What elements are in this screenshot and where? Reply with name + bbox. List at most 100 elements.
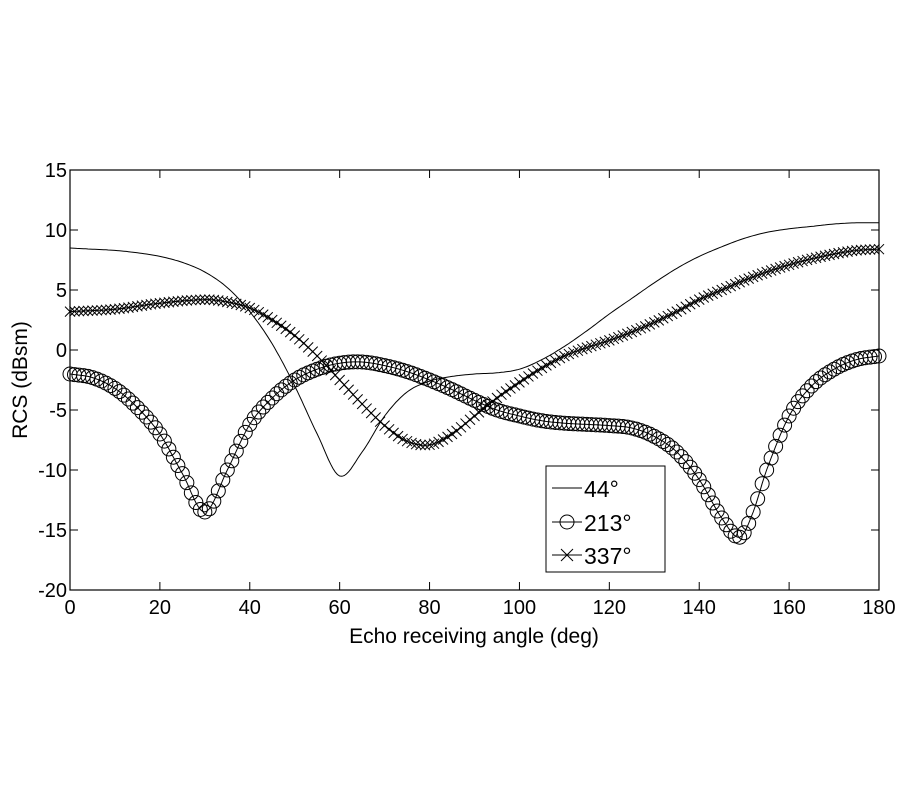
y-tick-label: -20 — [38, 580, 67, 602]
circle-marker — [705, 495, 721, 511]
circle-marker — [120, 391, 136, 407]
circle-marker — [282, 375, 298, 391]
x-marker — [226, 297, 238, 309]
legend: 44° 213° 337° — [545, 465, 666, 573]
circle-marker — [246, 410, 262, 426]
series-213 — [62, 348, 887, 545]
circle-marker — [341, 354, 357, 370]
x-marker — [743, 273, 755, 284]
circle-marker — [691, 472, 707, 488]
x-marker — [401, 435, 413, 447]
x-marker — [154, 297, 166, 309]
x-marker — [141, 299, 152, 311]
series-337 — [64, 243, 885, 451]
circle-marker — [156, 433, 172, 449]
x-marker — [774, 262, 786, 273]
circle-marker — [116, 387, 132, 403]
x-tick-label: 0 — [64, 597, 75, 619]
x-marker — [69, 306, 80, 317]
circle-marker — [817, 367, 833, 383]
circle-marker — [799, 383, 815, 399]
circle-marker — [822, 364, 838, 380]
x-marker — [797, 255, 808, 267]
circle-marker — [206, 493, 222, 509]
circle-marker — [700, 487, 716, 503]
x-marker — [509, 380, 521, 391]
x-marker — [123, 302, 134, 313]
circle-marker — [862, 349, 878, 365]
x-marker — [505, 383, 516, 394]
x-marker — [464, 414, 476, 426]
x-marker — [523, 371, 534, 382]
x-marker — [819, 250, 831, 262]
circle-marker — [251, 404, 267, 420]
x-marker — [419, 439, 431, 451]
circle-marker — [660, 437, 676, 453]
x-marker — [235, 299, 247, 311]
circle-marker — [183, 485, 199, 501]
x-marker — [810, 252, 822, 264]
x-marker — [473, 407, 485, 418]
x-marker — [73, 305, 85, 317]
circle-marker — [111, 384, 127, 400]
x-marker — [275, 320, 287, 332]
axis-ticks: 0 20 40 60 80 100 120 140 160 180 15 10 5 0 -5 -10 -15 -2… — [38, 160, 896, 619]
series-line — [69, 222, 879, 477]
x-tick-label: 140 — [683, 597, 716, 619]
x-tick-label: 100 — [503, 597, 536, 619]
x-marker — [491, 392, 503, 404]
circle-marker — [646, 428, 662, 444]
circle-marker — [201, 501, 217, 517]
circle-marker — [210, 483, 226, 499]
x-marker — [846, 245, 858, 257]
x-marker — [82, 305, 94, 317]
circle-marker — [804, 378, 820, 394]
circle-marker — [161, 441, 177, 457]
circle-marker — [197, 504, 213, 520]
x-marker — [855, 244, 867, 256]
circle-marker — [215, 472, 231, 488]
x-marker — [212, 295, 224, 306]
y-tick-label: 0 — [56, 340, 67, 362]
x-marker — [783, 259, 795, 271]
plot-area — [62, 222, 887, 545]
x-marker — [410, 438, 422, 450]
series-line — [69, 355, 880, 538]
y-tick-label: -10 — [38, 460, 67, 482]
circle-marker — [678, 454, 694, 470]
x-tick-label: 60 — [329, 597, 351, 619]
y-tick-label: 15 — [45, 160, 67, 182]
circle-marker — [651, 431, 667, 447]
circle-marker — [179, 475, 195, 491]
x-marker — [163, 296, 175, 308]
circle-marker — [291, 369, 307, 385]
x-marker — [406, 437, 417, 449]
y-axis-label: RCS (dBsm) — [9, 321, 32, 439]
circle-marker — [781, 408, 797, 424]
x-marker — [280, 323, 292, 335]
x-marker — [469, 410, 480, 422]
x-marker — [851, 245, 862, 256]
x-marker — [388, 427, 399, 439]
x-marker — [518, 374, 530, 385]
x-marker — [415, 439, 426, 451]
x-marker — [563, 348, 575, 360]
x-marker — [271, 317, 283, 329]
x-marker — [284, 326, 296, 338]
x-marker — [203, 294, 215, 306]
x-marker — [217, 295, 229, 307]
x-marker — [208, 294, 220, 306]
circle-marker — [795, 388, 811, 404]
x-marker — [496, 389, 507, 401]
x-marker — [779, 260, 790, 272]
circle-marker — [777, 417, 793, 433]
x-marker — [738, 275, 750, 286]
x-marker — [806, 253, 817, 265]
x-marker — [127, 301, 139, 313]
x-marker — [487, 396, 498, 407]
circle-marker — [143, 414, 159, 430]
x-marker — [792, 256, 804, 268]
x-marker — [621, 328, 633, 340]
x-marker — [869, 244, 880, 255]
